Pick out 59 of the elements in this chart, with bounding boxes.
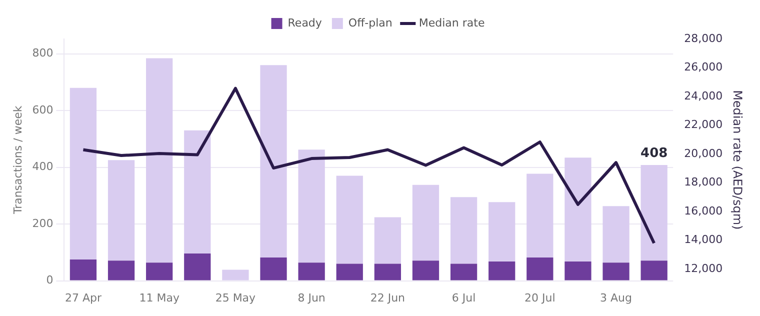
bar (526, 174, 554, 258)
bar (298, 150, 325, 263)
bar (640, 260, 668, 280)
bar (146, 58, 173, 263)
bar (450, 197, 478, 264)
bar (336, 264, 363, 280)
bar (298, 262, 325, 280)
bar (222, 270, 249, 280)
x-tick-label: 22 Jun (370, 291, 406, 304)
y2-tick-label: 18,000 (684, 176, 723, 189)
bar (374, 217, 401, 264)
bar (70, 260, 97, 280)
y2-tick-label: 26,000 (684, 60, 723, 74)
bar (108, 160, 135, 261)
y2-axis-title: Median rate (AED/sqm) (730, 90, 745, 230)
y2-tick-label: 12,000 (684, 262, 723, 276)
bar (564, 262, 592, 280)
y2-tick-label: 14,000 (684, 233, 723, 246)
bar (640, 165, 668, 261)
bar (336, 176, 363, 264)
bar (602, 206, 630, 263)
total-label: 408 (640, 146, 668, 161)
y-tick-label: 200 (32, 216, 54, 230)
bar (450, 264, 478, 280)
legend-label: Median rate (418, 16, 485, 30)
y-tick-label: 0 (46, 274, 54, 287)
y-tick-label: 600 (32, 103, 54, 116)
bar (602, 262, 630, 280)
bar (564, 158, 592, 262)
bar (374, 264, 401, 280)
bar (526, 258, 554, 280)
legend-label: Off-plan (348, 16, 392, 30)
y-tick-label: 800 (32, 46, 54, 60)
bar (70, 88, 97, 260)
bar (412, 184, 440, 261)
x-tick-label: 3 Aug (600, 291, 632, 304)
y2-tick-label: 22,000 (684, 118, 723, 132)
y2-tick-label: 16,000 (684, 204, 723, 218)
legend-label: Ready (288, 16, 322, 30)
x-tick-label: 27 Apr (64, 291, 102, 304)
y-tick-label: 400 (32, 160, 54, 174)
y2-tick-label: 20,000 (684, 146, 723, 160)
x-tick-label: 11 May (139, 291, 180, 304)
y2-tick-label: 28,000 (684, 32, 723, 45)
x-tick-label: 8 Jun (298, 291, 326, 304)
bar (260, 258, 287, 280)
x-tick-label: 6 Jul (452, 291, 476, 304)
bar (488, 262, 516, 280)
bar (146, 262, 173, 280)
y-axis-title: Transactions / week (11, 105, 24, 216)
y2-tick-label: 24,000 (684, 89, 723, 102)
x-tick-label: 20 Jul (524, 291, 556, 304)
bar (260, 65, 287, 258)
bar (184, 254, 211, 280)
bar (108, 260, 135, 280)
bar (488, 202, 516, 262)
x-tick-label: 25 May (215, 291, 256, 304)
bar (412, 260, 440, 280)
bar (184, 130, 211, 254)
